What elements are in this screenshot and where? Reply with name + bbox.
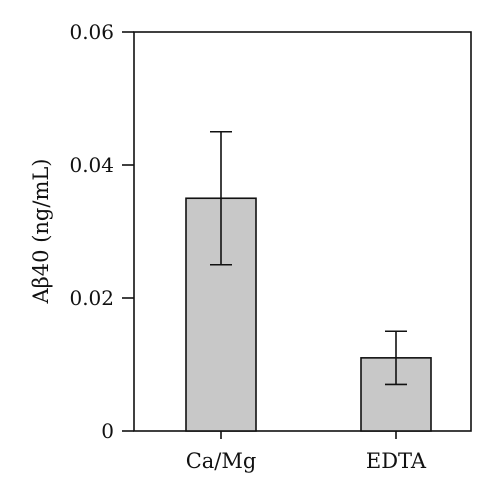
y-axis-title: Aβ40 (ng/mL) xyxy=(29,159,53,305)
x-category-label: Ca/Mg xyxy=(186,449,257,473)
y-tick-label: 0.04 xyxy=(69,153,114,177)
y-tick-label: 0.02 xyxy=(69,286,114,310)
bars xyxy=(185,197,432,432)
x-category-label: EDTA xyxy=(366,449,427,473)
category-labels: Ca/Mg EDTA xyxy=(186,431,427,473)
y-tick-label: 0.06 xyxy=(69,20,114,44)
y-tick-label: 0 xyxy=(101,419,114,443)
y-axis-ticks: 0 0.02 0.04 0.06 xyxy=(69,20,134,443)
plot-frame xyxy=(133,31,472,432)
error-bars xyxy=(210,130,407,386)
